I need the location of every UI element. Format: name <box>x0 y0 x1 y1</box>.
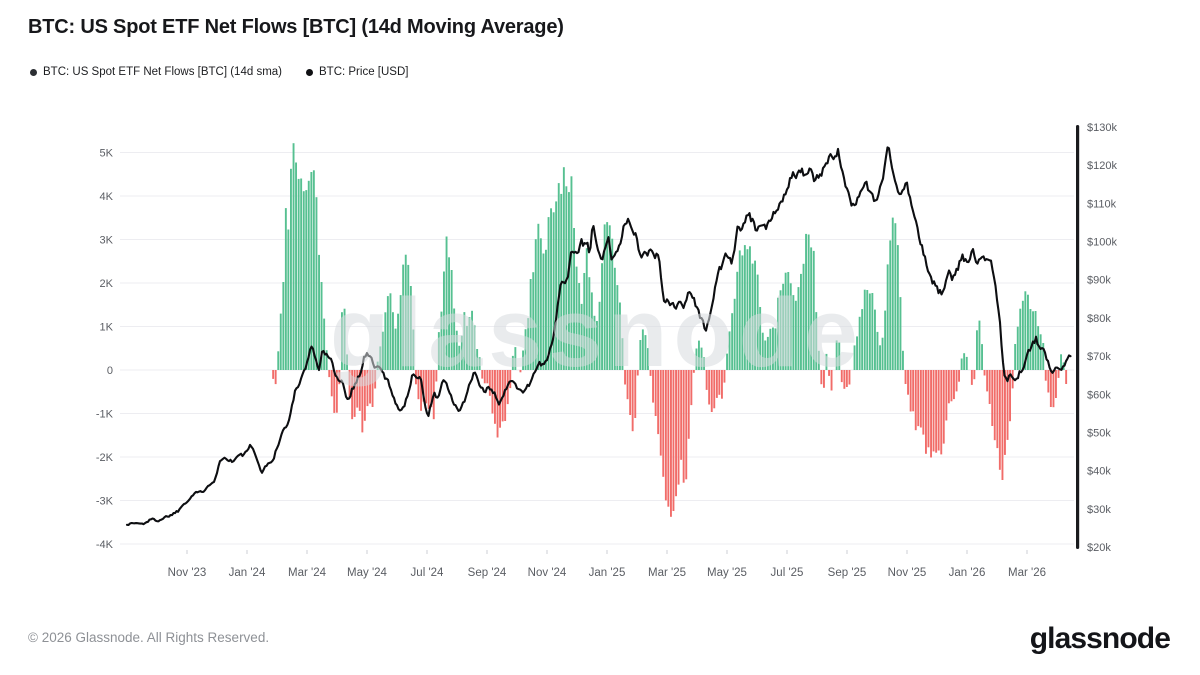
svg-text:Jul '25: Jul '25 <box>771 567 804 579</box>
svg-text:May '25: May '25 <box>707 567 747 579</box>
svg-text:glassnode: glassnode <box>330 278 860 387</box>
svg-text:-4K: -4K <box>96 539 114 551</box>
svg-text:Nov '24: Nov '24 <box>528 567 567 579</box>
chart-title: BTC: US Spot ETF Net Flows [BTC] (14d Mo… <box>28 16 564 38</box>
svg-text:$120k: $120k <box>1087 160 1117 172</box>
svg-text:-3K: -3K <box>96 496 114 508</box>
svg-text:3K: 3K <box>100 235 114 247</box>
legend-item-price[interactable]: BTC: Price [USD] <box>306 66 408 78</box>
svg-text:Sep '25: Sep '25 <box>828 567 867 579</box>
legend-dot-icon <box>306 68 313 76</box>
svg-text:1K: 1K <box>100 322 114 334</box>
flows-bars <box>272 143 1068 517</box>
chart-legend: BTC: US Spot ETF Net Flows [BTC] (14d sm… <box>30 66 408 78</box>
svg-text:$50k: $50k <box>1087 427 1111 439</box>
price-line <box>125 146 1072 527</box>
svg-text:$20k: $20k <box>1087 542 1111 554</box>
left-axis-labels: 5K 4K 3K 2K 1K 0 -1K -2K -3K -4K <box>96 148 114 552</box>
svg-text:$130k: $130k <box>1087 122 1117 134</box>
svg-text:$70k: $70k <box>1087 351 1111 363</box>
svg-text:2K: 2K <box>100 278 114 290</box>
svg-text:Nov '25: Nov '25 <box>888 567 927 579</box>
glassnode-logo: glassnode <box>1029 622 1171 655</box>
svg-text:$90k: $90k <box>1087 275 1111 287</box>
svg-text:-2K: -2K <box>96 452 114 464</box>
svg-text:Mar '24: Mar '24 <box>288 567 327 579</box>
svg-text:Jul '24: Jul '24 <box>411 567 444 579</box>
right-axis: $130k $120k $110k $100k $90k $80k $70k $60k $50k… <box>1076 122 1117 554</box>
svg-text:May '24: May '24 <box>347 567 388 579</box>
svg-text:Sep '24: Sep '24 <box>468 567 507 579</box>
svg-text:$110k: $110k <box>1087 198 1117 210</box>
svg-text:5K: 5K <box>100 148 114 160</box>
svg-text:Jan '26: Jan '26 <box>949 567 986 579</box>
svg-text:Mar '25: Mar '25 <box>648 567 686 579</box>
svg-text:Jan '25: Jan '25 <box>589 567 626 579</box>
legend-item-label: BTC: Price [USD] <box>319 66 409 78</box>
legend-item-etf-flows[interactable]: BTC: US Spot ETF Net Flows [BTC] (14d sm… <box>30 66 282 78</box>
svg-text:$60k: $60k <box>1087 389 1111 401</box>
legend-item-label: BTC: US Spot ETF Net Flows [BTC] (14d sm… <box>43 66 282 78</box>
svg-text:0: 0 <box>107 365 113 377</box>
svg-text:Nov '23: Nov '23 <box>168 567 207 579</box>
svg-text:-1K: -1K <box>96 409 114 421</box>
svg-text:$40k: $40k <box>1087 466 1111 478</box>
svg-text:Jan '24: Jan '24 <box>229 567 266 579</box>
legend-dot-icon <box>30 68 37 76</box>
svg-text:Mar '26: Mar '26 <box>1008 567 1046 579</box>
svg-text:$80k: $80k <box>1087 313 1111 325</box>
copyright-text: © 2026 Glassnode. All Rights Reserved. <box>28 630 270 645</box>
svg-text:$100k: $100k <box>1087 237 1117 249</box>
x-axis-labels: Nov '23 Jan '24 Mar '24 May '24 Jul '24 Sep '… <box>168 550 1046 579</box>
svg-text:4K: 4K <box>100 191 114 203</box>
chart-watermark: glassnode <box>330 278 860 387</box>
svg-text:$30k: $30k <box>1087 504 1111 516</box>
